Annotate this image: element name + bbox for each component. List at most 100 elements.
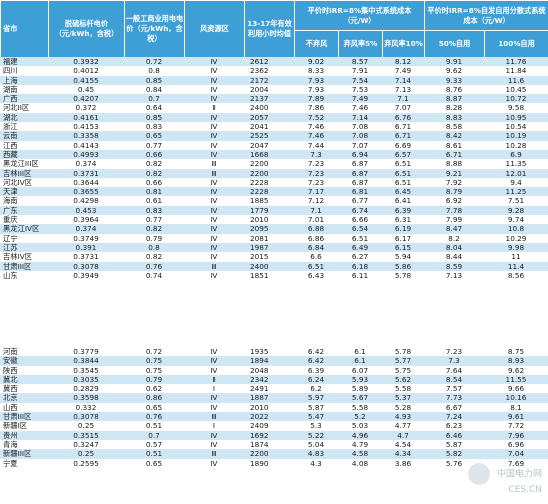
cost-curtail-10-cell: 6.31 — [382, 215, 424, 225]
benchmark-price-cell: 0.3964 — [48, 215, 124, 225]
benchmark-price-cell: 0.4993 — [48, 149, 124, 160]
cost-self-100-cell: 11.6 — [484, 75, 548, 85]
cost-self-50-cell: 8.04 — [424, 242, 484, 253]
cost-curtail-5-cell: 4.08 — [338, 458, 382, 468]
cost-self-100-cell: 10.45 — [484, 84, 548, 95]
cost-curtail-10-cell: 6.45 — [382, 187, 424, 197]
resource-zone-cell: Ⅳ — [184, 252, 244, 262]
province-cell: 四川 — [0, 66, 48, 76]
cost-curtail-10-cell: 4.93 — [382, 412, 424, 422]
cost-curtail-5-cell: 6.87 — [338, 177, 382, 188]
industrial-price-cell: 0.79 — [124, 374, 184, 385]
table-row: 西藏 0.4993 0.66 Ⅳ 1668 7.3 6.94 6.57 6.71 6.9 — [0, 149, 548, 160]
industrial-price-cell: 0.83 — [124, 122, 184, 132]
cost-curtail-10-cell: 7.1 — [382, 94, 424, 104]
industrial-price-cell: 0.65 — [124, 131, 184, 141]
header-province: 省市 — [0, 0, 49, 58]
table-row: 辽宁 0.3749 0.79 Ⅳ 2081 6.86 6.51 6.17 8.2 10.29 — [0, 233, 548, 243]
cost-self-100-cell: 11.55 — [484, 374, 548, 385]
benchmark-price-cell: 0.3644 — [48, 177, 124, 188]
resource-zone-cell: Ⅳ — [184, 215, 244, 225]
hours-cell: 2491 — [244, 384, 294, 394]
cost-no-curtail-cell: 6.42 — [294, 356, 338, 366]
hours-cell: 1851 — [244, 270, 294, 281]
cost-self-50-cell: 9.91 — [424, 57, 484, 67]
hours-cell: 2525 — [244, 131, 294, 141]
cost-curtail-10-cell: 5.94 — [382, 252, 424, 262]
cost-curtail-10-cell: 4.54 — [382, 439, 424, 450]
resource-zone-cell: Ⅳ — [184, 458, 244, 468]
header-distributed-cost: 平价时IRR=8%自发自用分散式系统成本（元/W） — [424, 0, 548, 31]
cost-curtail-10-cell: 6.17 — [382, 233, 424, 243]
resource-zone-cell: Ⅲ — [184, 159, 244, 169]
hours-cell: 2081 — [244, 233, 294, 243]
cost-no-curtail-cell: 6.6 — [294, 252, 338, 262]
cost-no-curtail-cell: 7.46 — [294, 122, 338, 132]
table-row: 冀北 0.3035 0.79 Ⅱ 2342 6.24 5.93 5.62 8.54 11.55 — [0, 374, 548, 385]
hours-cell: 2057 — [244, 112, 294, 123]
cost-self-100-cell: 8.56 — [484, 270, 548, 281]
benchmark-price-cell: 0.3779 — [48, 347, 124, 357]
resource-zone-cell: Ⅲ — [184, 412, 244, 422]
cost-curtail-10-cell: 6.76 — [382, 112, 424, 123]
benchmark-price-cell: 0.391 — [48, 242, 124, 253]
benchmark-price-cell: 0.4207 — [48, 94, 124, 104]
cost-self-100-cell: 7.72 — [484, 421, 548, 431]
cost-self-100-cell: 10.16 — [484, 393, 548, 403]
resource-zone-cell: Ⅳ — [184, 75, 244, 85]
hours-cell: 2400 — [244, 103, 294, 113]
province-cell: 天津 — [0, 187, 48, 197]
cost-no-curtail-cell: 6.39 — [294, 365, 338, 375]
resource-zone-cell: Ⅳ — [184, 177, 244, 188]
table-row: 四川 0.4012 0.8 Ⅳ 2362 8.33 7.91 7.49 9.62 11.84 — [0, 66, 548, 76]
province-cell: 安徽 — [0, 356, 48, 366]
cost-curtail-10-cell: 5.62 — [382, 374, 424, 385]
table-row: 青海 0.3247 0.57 Ⅳ 1874 5.04 4.79 4.54 5.87 6.96 — [0, 439, 548, 450]
resource-zone-cell: Ⅳ — [184, 242, 244, 253]
hours-cell: 2228 — [244, 177, 294, 188]
cost-self-100-cell: 9.74 — [484, 215, 548, 225]
cost-self-100-cell: 10.54 — [484, 122, 548, 132]
hours-cell: 2612 — [244, 57, 294, 67]
province-cell: 浙江 — [0, 122, 48, 132]
cost-no-curtail-cell: 7.12 — [294, 196, 338, 206]
hours-cell: 2041 — [244, 122, 294, 132]
cost-self-100-cell: 11.76 — [484, 57, 548, 67]
cost-no-curtail-cell: 4.83 — [294, 449, 338, 459]
cost-curtail-10-cell: 5.78 — [382, 270, 424, 281]
cost-curtail-10-cell: 5.75 — [382, 365, 424, 375]
resource-zone-cell: Ⅳ — [184, 66, 244, 76]
table-row: 山西 0.332 0.65 Ⅳ 2010 5.87 5.58 5.28 6.67 8.1 — [0, 402, 548, 413]
resource-zone-cell: Ⅱ — [184, 103, 244, 113]
industrial-price-cell: 0.86 — [124, 393, 184, 403]
industrial-price-cell: 0.82 — [124, 159, 184, 169]
watermark-logo-icon — [468, 463, 491, 485]
province-cell: 甘肃III区 — [0, 261, 48, 271]
resource-zone-cell: Ⅳ — [184, 196, 244, 206]
table-row: 江苏 0.391 0.8 Ⅳ 1987 6.84 6.49 6.15 8.04 9.98 — [0, 242, 548, 253]
cost-self-100-cell: 9.4 — [484, 177, 548, 188]
table-row: 吉林III区 0.3731 0.82 Ⅲ 2200 7.23 6.87 6.51 9.21 12.… — [0, 168, 548, 178]
cost-curtail-5-cell: 5.58 — [338, 402, 382, 413]
cost-curtail-5-cell: 6.11 — [338, 270, 382, 281]
cost-self-100-cell: 7.04 — [484, 449, 548, 459]
hours-cell: 1987 — [244, 242, 294, 253]
header-benchmark-price: 脱硫标杆电价（元/kWh，含税） — [48, 0, 125, 58]
cost-no-curtail-cell: 7.3 — [294, 149, 338, 160]
cost-self-50-cell: 6.23 — [424, 421, 484, 431]
benchmark-price-cell: 0.4298 — [48, 196, 124, 206]
industrial-price-cell: 0.51 — [124, 421, 184, 431]
cost-curtail-5-cell: 4.58 — [338, 449, 382, 459]
cost-curtail-10-cell: 6.15 — [382, 242, 424, 253]
cost-curtail-5-cell: 8.57 — [338, 57, 382, 67]
header-centralized-cost: 平价时IRR=8%集中式系统成本（元/W） — [294, 0, 425, 31]
cost-curtail-5-cell: 5.93 — [338, 374, 382, 385]
province-cell: 吉林IV区 — [0, 252, 48, 262]
resource-zone-cell: Ⅳ — [184, 270, 244, 281]
cost-self-100-cell: 7.96 — [484, 430, 548, 440]
cost-curtail-5-cell: 6.66 — [338, 215, 382, 225]
cost-self-100-cell: 6.9 — [484, 149, 548, 160]
cost-self-50-cell: 8.79 — [424, 187, 484, 197]
cost-curtail-10-cell: 7.14 — [382, 75, 424, 85]
table-row: 新疆I区 0.25 0.51 Ⅰ 2409 5.3 5.03 4.77 6.23 7.72 — [0, 421, 548, 431]
